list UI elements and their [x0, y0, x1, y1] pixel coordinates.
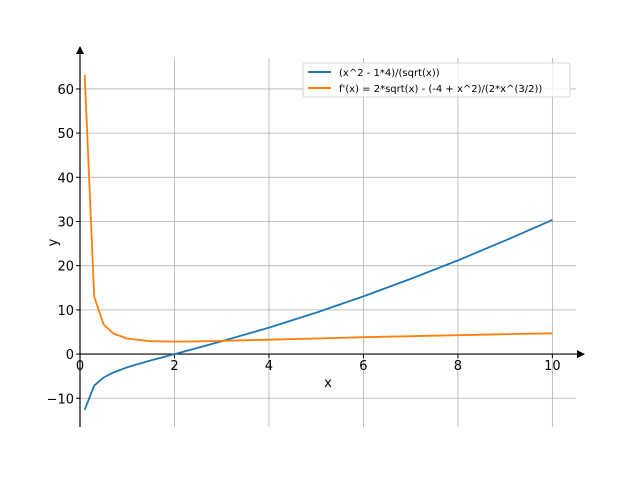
- legend: (x^2 - 1*4)/(sqrt(x)) f'(x) = 2*sqrt(x) …: [302, 62, 571, 98]
- series-line-0: [83, 219, 553, 411]
- y-tick-label: 30: [57, 216, 74, 231]
- legend-entry-fprime: f'(x) = 2*sqrt(x) - (-4 + x^2)/(2*x^(3/2…: [339, 84, 542, 95]
- y-axis-label: y: [46, 238, 61, 246]
- y-tick-label: −10: [47, 392, 74, 407]
- legend-box: [302, 62, 571, 98]
- ticks: 0 2 4 6 8 10 −10 0 10 20 30 40 50 60: [47, 83, 561, 407]
- legend-entry-f: (x^2 - 1*4)/(sqrt(x)): [339, 68, 440, 79]
- grid: [80, 58, 576, 427]
- x-tick-label: 6: [359, 359, 367, 374]
- x-tick-label: 0: [76, 359, 84, 374]
- x-tick-label: 10: [544, 359, 561, 374]
- x-tick-label: 8: [454, 359, 462, 374]
- x-axis-arrow: [577, 350, 585, 359]
- series-layer: [83, 74, 553, 411]
- y-tick-label: 0: [66, 348, 74, 363]
- y-tick-label: 10: [57, 304, 74, 319]
- series-line-1: [83, 74, 553, 343]
- y-axis-arrow: [76, 46, 84, 54]
- x-tick-label: 4: [265, 359, 273, 374]
- axes: [76, 46, 585, 427]
- x-tick-label: 2: [170, 359, 178, 374]
- y-tick-label: 40: [57, 171, 74, 186]
- x-axis-label: x: [324, 376, 332, 391]
- y-tick-label: 50: [57, 127, 74, 142]
- y-tick-label: 20: [57, 260, 74, 275]
- y-tick-label: 60: [57, 83, 74, 98]
